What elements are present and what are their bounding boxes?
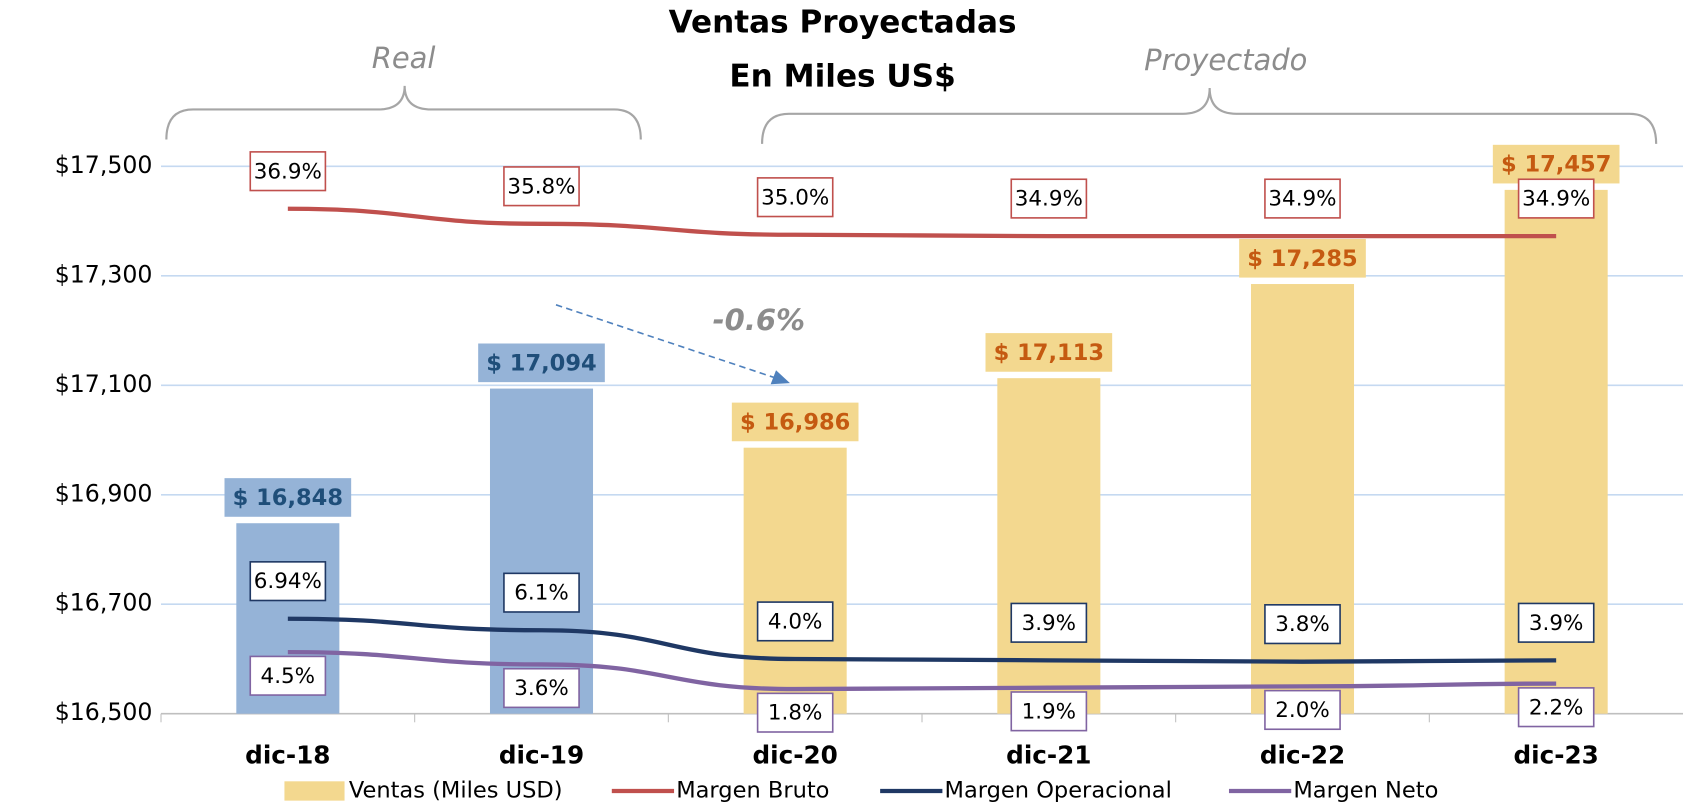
data-label: $ 16,848 <box>233 485 343 511</box>
bar <box>1250 284 1355 714</box>
data-label: 6.94% <box>254 569 322 594</box>
y-tick-label: $16,700 <box>55 589 153 617</box>
label-box <box>249 561 327 602</box>
label-box <box>503 572 580 613</box>
data-label: 2.2% <box>1529 695 1584 720</box>
legend-label: Margen Neto <box>1293 777 1438 803</box>
data-label: $ 16,986 <box>740 410 850 436</box>
annotation: Real <box>372 41 436 75</box>
x-tick-label: dic-21 <box>1006 741 1091 770</box>
data-label: $ 17,457 <box>1501 152 1611 178</box>
label-box <box>503 166 580 207</box>
label-box <box>731 402 859 442</box>
y-tick-label: $17,100 <box>55 370 153 398</box>
label-box <box>1517 687 1595 728</box>
data-label: 3.9% <box>1529 611 1584 636</box>
label-box <box>249 655 327 696</box>
label-box <box>756 601 834 642</box>
data-label: 34.9% <box>1015 187 1083 212</box>
label-box <box>1517 602 1595 643</box>
data-label: $ 17,285 <box>1247 246 1357 272</box>
data-label: 35.8% <box>507 174 575 199</box>
data-label: 3.6% <box>514 676 569 701</box>
data-label: 2.0% <box>1275 698 1330 723</box>
label-box <box>1492 144 1620 184</box>
legend: Ventas (Miles USD) Margen Bruto Margen Ope… <box>284 777 1438 803</box>
bar <box>489 388 594 714</box>
label-box <box>1239 238 1366 278</box>
label-box <box>503 667 580 709</box>
line <box>287 649 1557 692</box>
bar <box>997 378 1101 714</box>
data-label: 36.9% <box>254 159 322 184</box>
line <box>287 616 1557 664</box>
bracket-projected <box>760 87 1658 144</box>
label-box <box>1010 602 1088 643</box>
lines <box>287 206 1557 692</box>
data-label: 4.0% <box>768 609 823 634</box>
x-tick-label: dic-18 <box>245 741 330 770</box>
label-box <box>224 478 352 517</box>
x-tick-label: dic-19 <box>499 741 584 770</box>
label-box <box>1264 178 1341 219</box>
label-box <box>756 692 834 733</box>
data-label: $ 17,094 <box>486 350 596 376</box>
legend-label: Ventas (Miles USD) <box>349 777 563 803</box>
grid: $16,500 $16,700 $16,900 $17,100 $17,300 $17,5… <box>55 151 1683 770</box>
label-box <box>756 177 834 218</box>
data-label: $ 17,113 <box>994 340 1104 366</box>
legend-swatch <box>284 781 345 801</box>
label-box <box>1010 691 1088 732</box>
label-box <box>478 343 605 383</box>
y-tick-label: $17,500 <box>55 151 153 179</box>
data-label: 1.8% <box>768 701 823 726</box>
annotation: -0.6% <box>713 303 805 337</box>
label-box <box>985 333 1113 372</box>
bars <box>236 189 1608 714</box>
bar <box>743 447 847 714</box>
chart-subtitle: En Miles US$ <box>729 58 955 94</box>
annotation: Proyectado <box>1144 43 1307 77</box>
x-tick-label: dic-23 <box>1514 741 1599 770</box>
y-tick-label: $17,300 <box>55 260 153 288</box>
arrow <box>555 304 776 379</box>
legend-label: Margen Bruto <box>676 777 829 803</box>
label-box <box>1264 604 1341 645</box>
data-label: 35.0% <box>761 185 829 210</box>
label-box <box>249 151 327 192</box>
data-label: 6.1% <box>514 581 569 606</box>
y-tick-label: $16,500 <box>55 698 153 726</box>
data-label: 34.9% <box>1522 187 1590 212</box>
arrow-head <box>770 370 790 385</box>
data-label: 4.5% <box>261 664 316 689</box>
y-tick-label: $16,900 <box>55 479 153 507</box>
data-label: 34.9% <box>1268 187 1336 212</box>
data-label: 1.9% <box>1022 699 1077 724</box>
bracket-real <box>165 85 642 140</box>
legend-label: Margen Operacional <box>945 777 1172 803</box>
label-box <box>1264 689 1341 731</box>
line <box>287 206 1557 239</box>
chart-title: Ventas Proyectadas <box>669 5 1017 41</box>
label-box <box>1517 178 1595 219</box>
data-label: 3.9% <box>1022 611 1077 636</box>
x-tick-label: dic-22 <box>1260 741 1345 770</box>
data-label: 3.8% <box>1275 612 1330 637</box>
label-box <box>1010 178 1088 219</box>
x-tick-label: dic-20 <box>753 741 838 770</box>
labels: $ 16,848 $ 17,094 $ 16,986 $ 17,113 $ 17,285… <box>224 144 1620 733</box>
